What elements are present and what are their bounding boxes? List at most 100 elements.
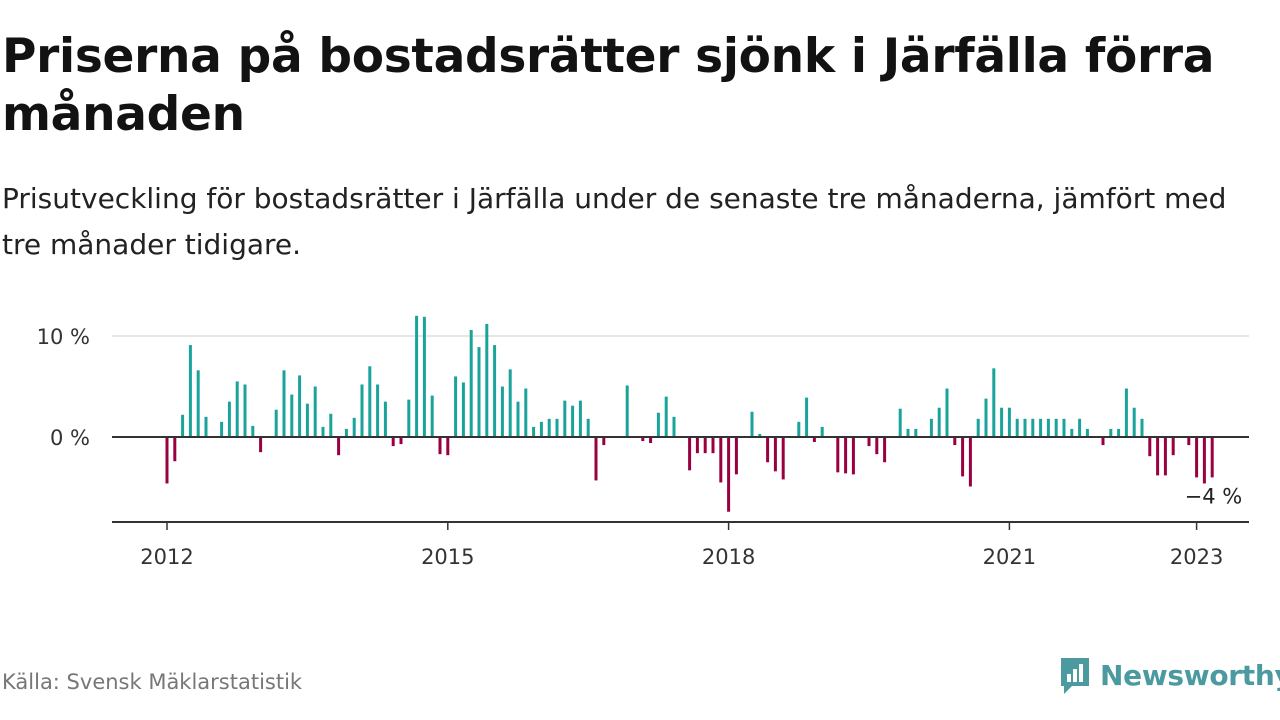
bar: [500, 386, 504, 437]
page-title: Priserna på bostadsrätter sjönk i Järfäl…: [2, 29, 1215, 142]
x-tick-label: 2015: [421, 545, 474, 569]
bar: [493, 345, 497, 437]
bar: [188, 345, 192, 437]
bar: [773, 437, 777, 472]
bar: [235, 381, 239, 437]
bar: [961, 437, 965, 477]
bar: [945, 388, 949, 437]
bar: [734, 437, 738, 475]
bar-chart-logo-icon: [1061, 658, 1089, 694]
bar: [711, 437, 715, 454]
axes: [112, 436, 1249, 530]
bar: [656, 412, 660, 437]
bar: [883, 437, 887, 463]
bar: [602, 437, 606, 446]
bar: [820, 426, 824, 437]
bar: [352, 417, 356, 437]
bar: [368, 366, 372, 437]
bar: [1070, 428, 1074, 437]
source-note: Källa: Svensk Mäklarstatistik: [2, 670, 303, 694]
bar: [454, 376, 458, 437]
last-value-label: −4 %: [1185, 484, 1243, 508]
bar: [1140, 418, 1144, 437]
bar: [898, 408, 902, 437]
bar: [1062, 418, 1066, 437]
bar: [805, 397, 809, 437]
bar: [867, 437, 871, 447]
brand-logo: Newsworthy: [1058, 654, 1280, 696]
bar: [461, 382, 465, 437]
bar: [984, 398, 988, 437]
bar: [220, 421, 224, 437]
bar: [508, 369, 512, 437]
x-tick-label: 2023: [1170, 545, 1223, 569]
x-tick-label: 2021: [983, 545, 1036, 569]
bar: [750, 411, 754, 437]
tick-labels: 0 % 10 % 2012 2015 2018 2021 2023 −4 %: [37, 325, 1243, 569]
bar: [672, 416, 676, 437]
bar: [1117, 428, 1121, 437]
bar: [383, 401, 387, 437]
bar: [1000, 407, 1004, 437]
bar: [875, 437, 879, 455]
bar: [274, 409, 278, 437]
bar: [329, 413, 333, 437]
bar: [1210, 437, 1214, 478]
bar-chart: 0 % 10 % 2012 2015 2018 2021 2023 −4 %: [37, 315, 1249, 569]
bar: [1015, 418, 1019, 437]
bar: [539, 421, 543, 437]
bar: [415, 315, 419, 437]
bar: [1078, 418, 1082, 437]
bar: [1039, 418, 1043, 437]
bar: [1187, 437, 1191, 446]
bar: [1148, 437, 1152, 457]
bar: [516, 401, 520, 437]
bar: [290, 394, 294, 437]
bar: [360, 384, 364, 437]
bar: [1156, 437, 1160, 476]
bar: [173, 437, 177, 462]
bar: [1023, 418, 1027, 437]
bar: [1007, 407, 1011, 437]
bar: [485, 323, 489, 437]
bars: [165, 315, 1214, 512]
bar: [586, 418, 590, 437]
bar: [532, 426, 536, 437]
bar: [695, 437, 699, 454]
bar: [196, 370, 200, 437]
bar: [282, 370, 286, 437]
bar: [914, 428, 918, 437]
bar: [204, 416, 208, 437]
bar: [1202, 437, 1206, 484]
bar: [851, 437, 855, 475]
bar: [781, 437, 785, 480]
bar: [313, 386, 317, 437]
x-tick-label: 2012: [140, 545, 193, 569]
bar: [1124, 388, 1128, 437]
bar: [594, 437, 598, 481]
bar: [337, 437, 341, 456]
chart-subtitle: Prisutveckling för bostadsrätter i Järfä…: [2, 182, 1227, 261]
bar: [305, 403, 309, 437]
bar: [766, 437, 770, 463]
bar: [992, 368, 996, 437]
bar: [571, 405, 575, 437]
bar: [937, 407, 941, 437]
bar: [664, 396, 668, 437]
bar: [836, 437, 840, 473]
bar: [1031, 418, 1035, 437]
bar: [524, 388, 528, 437]
bar: [477, 347, 481, 437]
brand-name: Newsworthy: [1100, 658, 1280, 692]
bar: [399, 437, 403, 445]
bar: [1046, 418, 1050, 437]
bar: [469, 329, 473, 437]
bar: [625, 385, 629, 437]
bar: [719, 437, 723, 483]
bar: [844, 437, 848, 474]
bar: [376, 384, 380, 437]
y-tick-label: 10 %: [37, 325, 90, 349]
bar: [438, 437, 442, 455]
bar: [227, 401, 231, 437]
bar: [703, 437, 707, 454]
